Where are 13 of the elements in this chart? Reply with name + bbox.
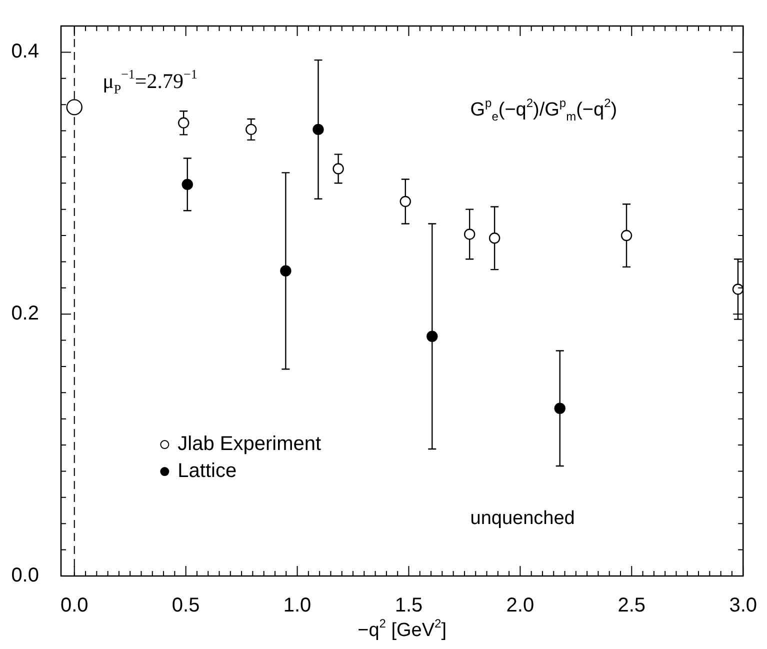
x-tick-label: 2.0 [506, 594, 534, 617]
x-tick-label: 3.0 [729, 594, 758, 617]
x-tick-label: 0.0 [60, 594, 88, 617]
x-tick-label: 1.5 [394, 594, 423, 617]
x-tick-label: 0.5 [172, 594, 200, 617]
legend-label: Lattice [178, 460, 237, 482]
annotation: unquenched [470, 508, 575, 529]
legend-label: Jlab Experiment [178, 433, 322, 456]
x-tick-label: 2.5 [618, 594, 646, 617]
y-tick-label: 0.4 [11, 40, 39, 63]
y-tick-label: 0.2 [11, 302, 39, 325]
y-tick-label: 0.0 [11, 564, 39, 587]
x-tick-label: 1.0 [283, 594, 312, 617]
